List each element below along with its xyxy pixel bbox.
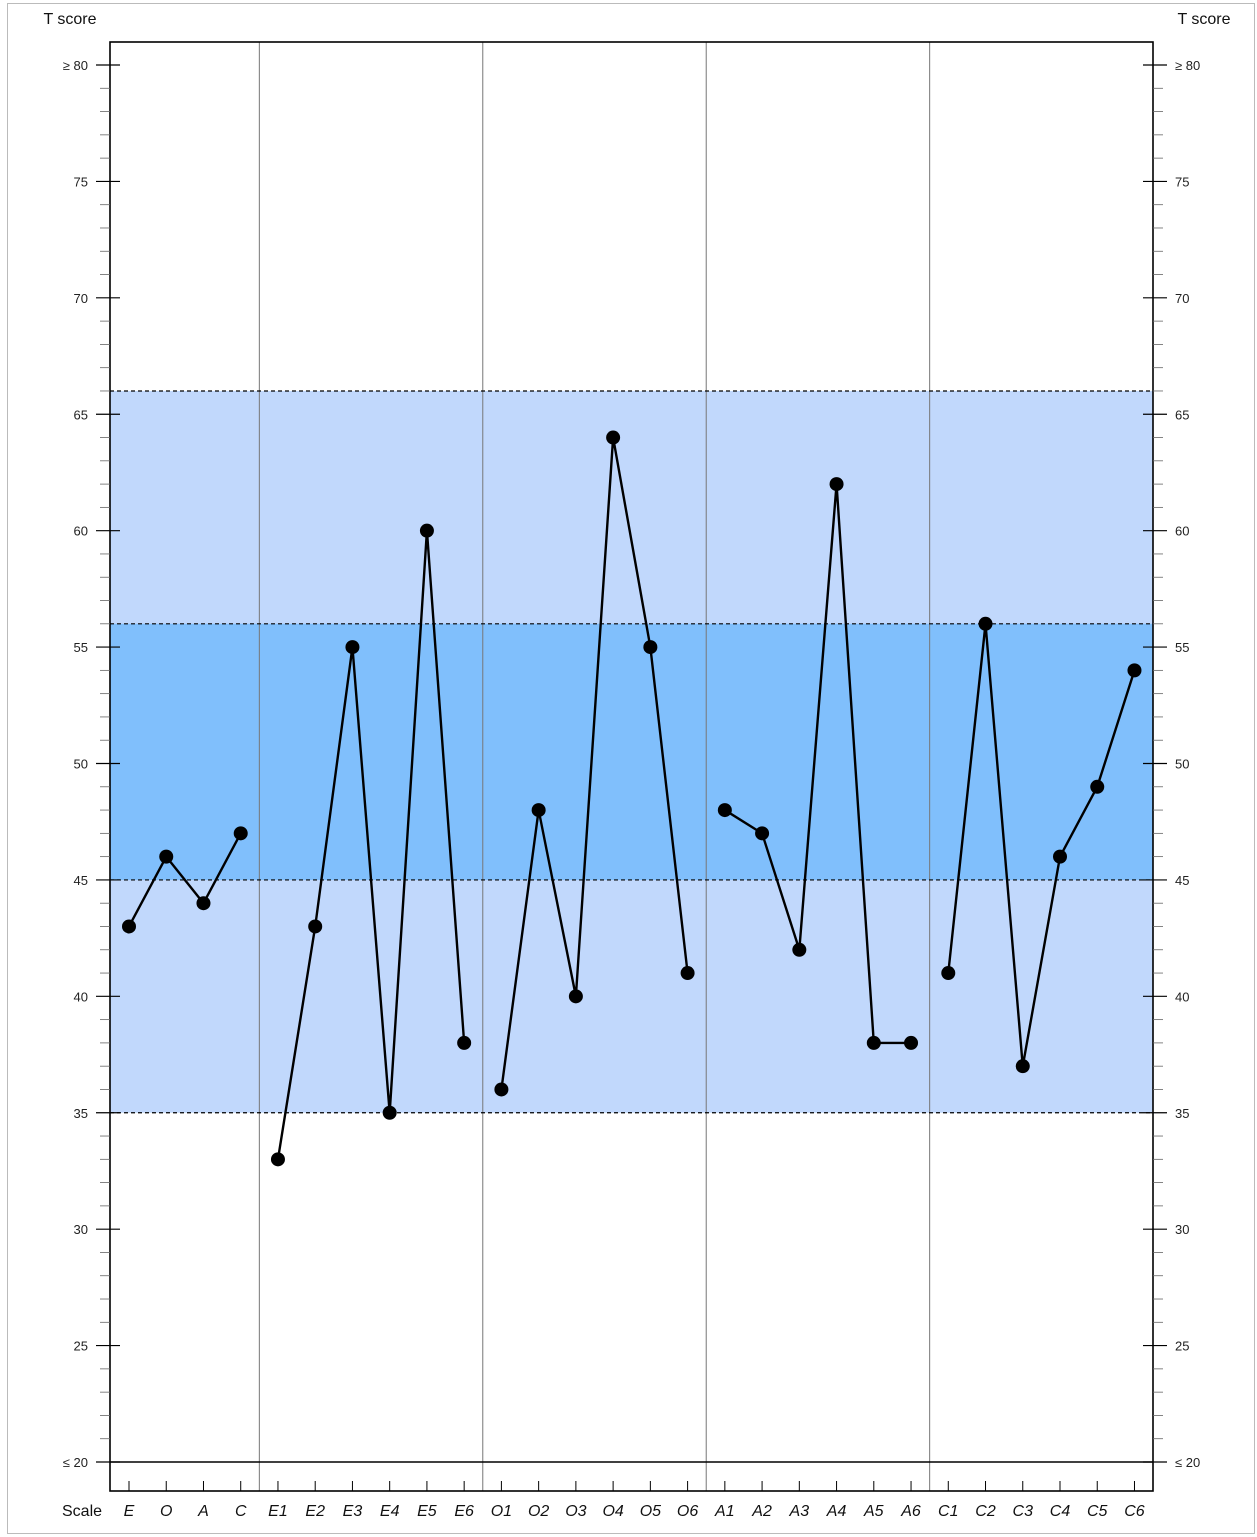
data-point-O4 [606,430,621,445]
series-line-group-2 [500,436,689,1090]
y-tick-label-right: 55 [1175,640,1189,655]
x-tick-label-C2: C2 [975,1503,996,1520]
data-point-C5 [1090,779,1105,794]
data-point-C2 [978,616,993,631]
data-point-E3 [345,640,360,655]
data-point-A1 [717,803,732,818]
data-point-E4 [382,1105,397,1120]
axes [109,41,1154,1492]
data-point-E [122,919,136,934]
y-tick-label-right: 40 [1175,989,1189,1004]
y-tick-label-right: 70 [1175,291,1189,306]
x-tick-label-C3: C3 [1013,1503,1034,1520]
y-tick-label-right: 25 [1175,1339,1189,1354]
y-axis-title-left: T score [43,11,96,28]
x-tick-label-E4: E4 [380,1503,400,1520]
y-tick-label-left: 65 [74,407,88,422]
group-dividers [258,42,931,1491]
x-tick-label-A6: A6 [900,1503,921,1520]
data-point-O6 [680,966,695,981]
series-line-group-0 [127,832,242,928]
y-tick-label-left: 45 [74,873,88,888]
series-line-group-4 [947,622,1136,1068]
data-point-A2 [755,826,770,841]
data-point-E6 [457,1035,472,1050]
x-tick-label-E3: E3 [343,1503,363,1520]
data-point-O1 [494,1082,509,1097]
x-tick-label-A5: A5 [863,1503,884,1520]
x-tick-label-E6: E6 [454,1503,474,1520]
y-tick-label-right: 35 [1175,1106,1189,1121]
x-tick-label-E: E [124,1503,135,1520]
score-series [122,430,1142,1167]
x-tick-label-O6: O6 [677,1503,698,1520]
data-point-A5 [866,1035,881,1050]
data-point-C6 [1127,663,1142,678]
x-axis-title: Scale [62,1503,102,1520]
data-point-C3 [1015,1059,1030,1074]
y-tick-label-left: 55 [74,640,88,655]
data-point-O5 [643,640,658,655]
y-tick-label-left: 70 [74,291,88,306]
y-tick-label-left: 60 [74,524,88,539]
x-tick-label-A4: A4 [826,1503,847,1520]
x-tick-label-A1: A1 [714,1503,735,1520]
y-tick-label-right: 45 [1175,873,1189,888]
x-tick-label-O2: O2 [528,1503,549,1520]
y-tick-label-left: ≥ 80 [63,58,88,73]
y-tick-label-right: 60 [1175,524,1189,539]
y-tick-label-left: 75 [74,174,88,189]
y-tick-label-left: 35 [74,1106,88,1121]
data-point-C [233,826,248,841]
x-tick-label-O5: O5 [640,1503,661,1520]
y-axis-title-right: T score [1177,11,1230,28]
x-tick-label-C: C [235,1503,247,1520]
band-1 [110,623,1153,880]
data-point-A4 [829,477,844,492]
x-tick-label-O: O [160,1503,172,1520]
y-tick-label-right: 75 [1175,174,1189,189]
y-tick-label-left: 40 [74,989,88,1004]
x-tick-label-C6: C6 [1124,1503,1145,1520]
data-point-A6 [904,1035,919,1050]
x-tick-label-C4: C4 [1050,1503,1071,1520]
data-point-E1 [270,1152,285,1167]
data-point-E5 [419,523,434,538]
x-tick-label-A3: A3 [789,1503,810,1520]
data-point-O [159,849,174,864]
data-point-O3 [568,989,583,1004]
data-point-C4 [1053,849,1067,864]
y-tick-label-right: ≥ 80 [1175,58,1200,73]
y-tick-label-right: 65 [1175,407,1189,422]
data-point-C1 [941,966,956,981]
y-tick-label-left: 25 [74,1339,88,1354]
data-point-O2 [531,803,546,818]
y-tick-label-left: 50 [74,757,88,772]
plot-frame [109,41,1154,1492]
x-tick-label-A: A [197,1503,209,1520]
y-tick-label-left: ≤ 20 [63,1455,88,1470]
x-tick-label-E5: E5 [417,1503,437,1520]
page-frame [7,3,1255,1534]
y-tick-label-right: ≤ 20 [1175,1455,1200,1470]
data-point-A [196,896,211,911]
x-tick-label-O3: O3 [565,1503,586,1520]
reference-bands [110,390,1153,1113]
x-tick-label-E2: E2 [305,1503,325,1520]
x-tick-label-A2: A2 [751,1503,772,1520]
y-tick-label-right: 30 [1175,1222,1189,1237]
data-point-A3 [792,942,807,957]
x-tick-label-E1: E1 [268,1503,288,1520]
data-point-E2 [308,919,323,934]
y-ticks: ≥ 80 ≥ 80 75 75 70 70 65 65 60 60 55 55 50 50 45 45 40 40… [63,58,1200,1470]
x-tick-label-O1: O1 [491,1503,512,1520]
x-tick-label-O4: O4 [602,1503,623,1520]
y-tick-label-left: 30 [74,1222,88,1237]
x-tick-label-C5: C5 [1087,1503,1108,1520]
x-tick-labels: E O A C E1 E2 E3 E4 E5 E6 O1 O2 O3 O4 O5 O6 A1 A2 A3 A4 A5 A6… [124,1481,1145,1520]
series-line-group-1 [276,529,466,1160]
x-tick-label-C1: C1 [938,1503,958,1520]
y-tick-label-right: 50 [1175,757,1189,772]
